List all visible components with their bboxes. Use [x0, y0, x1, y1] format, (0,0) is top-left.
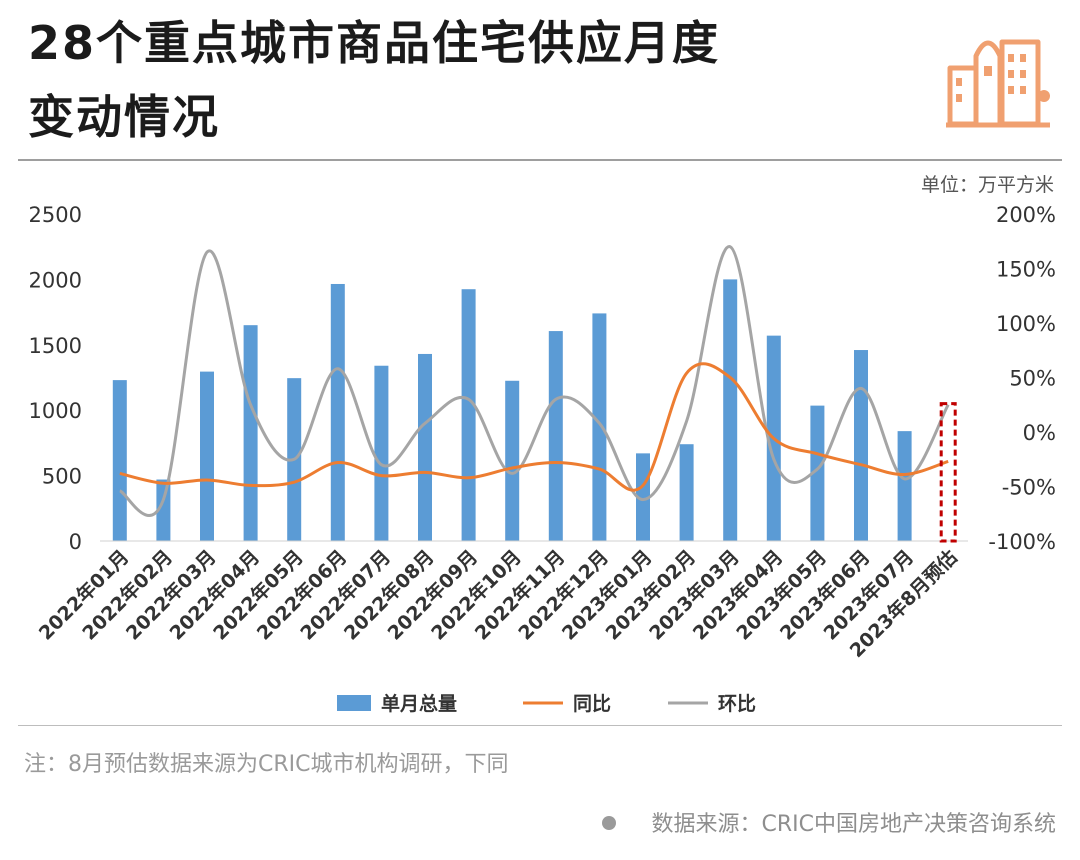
bar-2022年12月: [592, 313, 607, 541]
data-source: 数据来源：CRIC中国房地产决策咨询系统: [601, 806, 1057, 838]
legend-label-yoy: 同比: [573, 693, 611, 715]
estimate-highlight-box: [939, 402, 957, 543]
y-right-tick-0%: 0%: [1023, 421, 1056, 445]
bar-2022年02月: [156, 479, 171, 541]
footnote: 注：8月预估数据来源为CRIC城市机构调研，下同: [24, 752, 509, 777]
line-yoy: [119, 362, 949, 492]
bar-2023年01月: [636, 453, 650, 541]
y-right-tick--100%: -100%: [988, 530, 1056, 554]
y-left-tick-500: 500: [42, 465, 82, 489]
bar-2023年06月: [854, 350, 868, 541]
bar-2022年03月: [200, 371, 214, 541]
legend-label-bars: 单月总量: [381, 692, 457, 715]
buildings-icon: [946, 39, 1050, 128]
line-mom: [119, 245, 950, 517]
legend: 单月总量 同比 环比: [337, 692, 756, 715]
y-right-tick--50%: -50%: [1002, 476, 1056, 500]
y-left-tick-1500: 1500: [29, 334, 82, 358]
footer-divider: [18, 725, 1062, 726]
bar-2023年07月: [897, 431, 912, 541]
y-left-tick-2000: 2000: [29, 268, 82, 292]
chart-area: 0 500 1000 1500 2000 2500 -100% -50% 0% 50% 100% 1…: [29, 203, 1056, 715]
chart-title-line1: 28个重点城市商品住宅供应月度: [28, 16, 721, 70]
bar-2023年02月: [679, 444, 694, 541]
legend-label-mom: 环比: [718, 693, 756, 715]
bar-2022年01月: [112, 380, 127, 541]
x-axis: 2022年01月2022年02月2022年03月2022年04月2022年05月…: [34, 545, 962, 662]
bar-2022年09月: [461, 289, 476, 541]
unit-label: 单位：万平方米: [920, 174, 1054, 196]
bar-2022年06月: [330, 283, 345, 541]
y-right-tick-50%: 50%: [1009, 367, 1056, 391]
y-left-tick-1000: 1000: [29, 399, 82, 423]
lines-layer: [119, 245, 950, 517]
title-divider: [18, 159, 1062, 161]
y-axis-right: -100% -50% 0% 50% 100% 150% 200%: [988, 203, 1056, 554]
y-right-tick-150%: 150%: [996, 258, 1056, 282]
y-right-tick-100%: 100%: [996, 312, 1056, 336]
y-left-tick-2500: 2500: [29, 203, 82, 227]
y-right-tick-200%: 200%: [996, 203, 1056, 227]
y-axis-left: 0 500 1000 1500 2000 2500: [29, 203, 82, 554]
chart-title-line2: 变动情况: [28, 90, 220, 144]
data-source-text: 数据来源：CRIC中国房地产决策咨询系统: [651, 812, 1057, 837]
bar-2022年11月: [548, 331, 563, 541]
bars-layer: [112, 279, 912, 541]
legend-swatch-bars: [337, 695, 371, 711]
bullet-dot: [601, 816, 616, 830]
bar-2022年10月: [505, 380, 520, 541]
bar-2022年07月: [374, 365, 389, 541]
bar-2022年08月: [418, 353, 432, 541]
y-left-tick-0: 0: [69, 530, 82, 554]
bar-2023年05月: [810, 405, 825, 541]
bar-2023年03月: [723, 279, 738, 541]
bar-2022年04月: [243, 325, 258, 541]
